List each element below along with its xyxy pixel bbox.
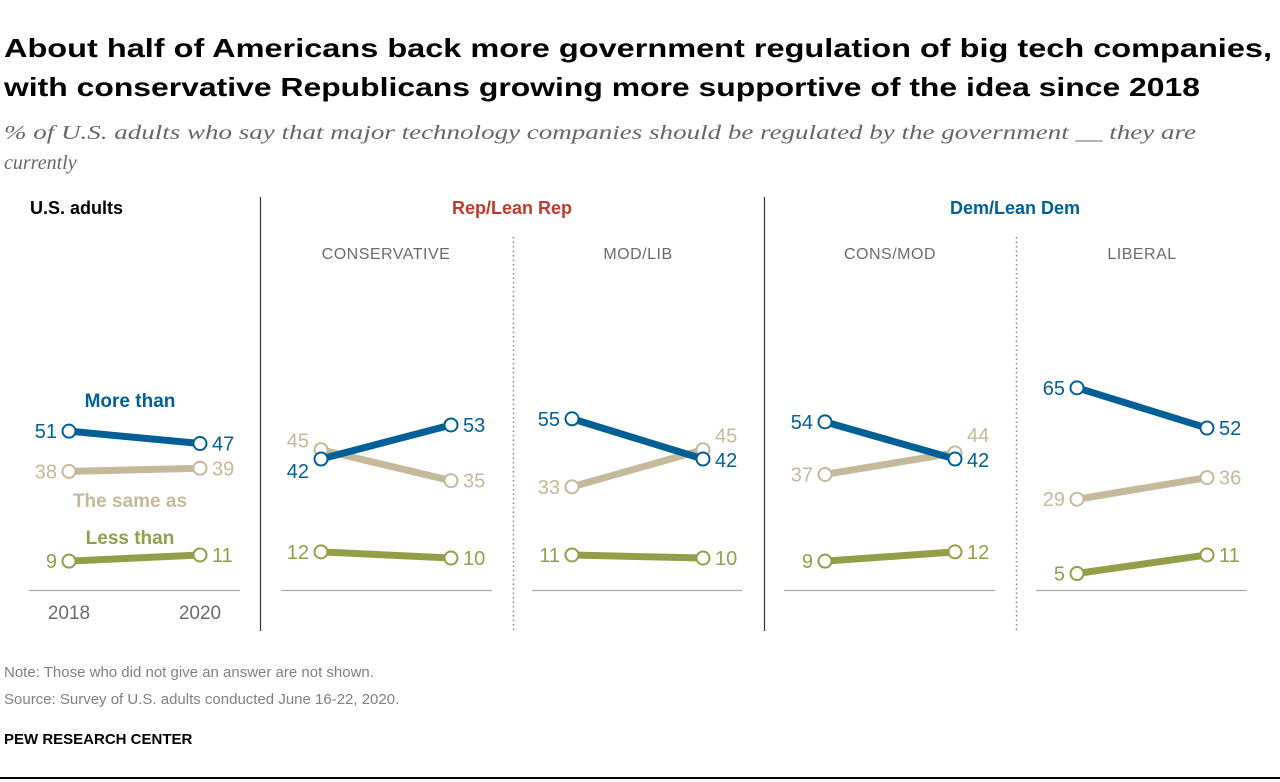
data-point bbox=[1199, 470, 1215, 486]
data-label: 55 bbox=[538, 409, 560, 431]
data-label: 9 bbox=[802, 551, 813, 573]
data-label: 37 bbox=[791, 464, 813, 486]
data-point bbox=[564, 547, 580, 563]
data-label: 36 bbox=[1219, 468, 1241, 490]
data-point bbox=[443, 473, 459, 489]
data-point bbox=[947, 544, 963, 560]
data-label: 44 bbox=[967, 425, 989, 447]
data-label: 52 bbox=[1219, 418, 1241, 440]
subtitle-line-1: % of U.S. adults who say that major tech… bbox=[4, 122, 1196, 144]
data-label: 45 bbox=[715, 426, 737, 448]
panel-label-liberal: LIBERAL bbox=[1107, 246, 1176, 263]
subtitle-line-2: currently bbox=[4, 152, 77, 174]
panel-label-conservative: CONSERVATIVE bbox=[322, 246, 451, 263]
data-point bbox=[1069, 380, 1085, 396]
data-point bbox=[695, 550, 711, 566]
data-label: 45 bbox=[287, 431, 309, 453]
data-point bbox=[947, 451, 963, 467]
data-point bbox=[313, 451, 329, 467]
data-label: 42 bbox=[287, 461, 309, 483]
data-label: 9 bbox=[46, 551, 57, 573]
data-point bbox=[443, 550, 459, 566]
series-line bbox=[1073, 384, 1211, 432]
data-label: 12 bbox=[287, 542, 309, 564]
group-label-rep: Rep/Lean Rep bbox=[452, 198, 572, 218]
data-point bbox=[61, 423, 77, 439]
data-point bbox=[817, 414, 833, 430]
data-point bbox=[1069, 566, 1085, 582]
data-point bbox=[564, 479, 580, 495]
data-point bbox=[192, 436, 208, 452]
data-label: 42 bbox=[967, 450, 989, 472]
data-point bbox=[1199, 420, 1215, 436]
group-label-dem: Dem/Lean Dem bbox=[950, 198, 1080, 218]
data-label: 65 bbox=[1043, 378, 1065, 400]
series-label-same-as: The same as bbox=[73, 491, 187, 512]
data-label: 5 bbox=[1054, 564, 1065, 586]
series-label-less-than: Less than bbox=[86, 528, 175, 549]
data-label: 53 bbox=[463, 415, 485, 437]
panel-label-cons-mod: CONS/MOD bbox=[844, 246, 936, 263]
data-point bbox=[313, 544, 329, 560]
x-tick-2020: 2020 bbox=[179, 603, 221, 624]
group-label-us-adults: U.S. adults bbox=[30, 198, 123, 218]
data-point bbox=[61, 463, 77, 479]
series-line bbox=[568, 415, 707, 463]
source: Source: Survey of U.S. adults conducted … bbox=[4, 691, 399, 708]
data-point bbox=[1069, 491, 1085, 507]
data-label: 11 bbox=[539, 545, 560, 567]
series-line bbox=[821, 548, 959, 565]
series-line bbox=[1073, 474, 1211, 503]
data-point bbox=[192, 547, 208, 563]
data-point bbox=[695, 451, 711, 467]
series-line bbox=[65, 464, 204, 475]
x-tick-2018: 2018 bbox=[48, 603, 90, 624]
data-point bbox=[1199, 547, 1215, 563]
data-label: 11 bbox=[1219, 545, 1240, 567]
chart-title-line-1: About half of Americans back more govern… bbox=[4, 33, 1272, 63]
data-label: 51 bbox=[35, 421, 57, 443]
chart-title-line-2: with conservative Republicans growing mo… bbox=[3, 72, 1200, 102]
note: Note: Those who did not give an answer a… bbox=[4, 664, 374, 681]
data-point bbox=[817, 466, 833, 482]
series-line bbox=[317, 421, 455, 463]
data-label: 38 bbox=[35, 461, 57, 483]
series-label-more-than: More than bbox=[85, 391, 176, 412]
brand-logo: PEW RESEARCH CENTER bbox=[4, 731, 193, 748]
series-line bbox=[65, 551, 204, 565]
data-label: 42 bbox=[715, 450, 737, 472]
data-label: 29 bbox=[1043, 489, 1065, 511]
data-label: 10 bbox=[463, 548, 485, 570]
data-point bbox=[192, 460, 208, 476]
data-label: 11 bbox=[212, 545, 233, 567]
data-label: 10 bbox=[715, 548, 737, 570]
data-label: 47 bbox=[212, 434, 234, 456]
series-line bbox=[568, 551, 707, 562]
series-line bbox=[1073, 551, 1211, 578]
data-point bbox=[443, 417, 459, 433]
data-label: 12 bbox=[967, 542, 989, 564]
series-line bbox=[821, 418, 959, 463]
data-point bbox=[564, 411, 580, 427]
data-point bbox=[817, 553, 833, 569]
series-line bbox=[65, 427, 204, 448]
data-point bbox=[61, 553, 77, 569]
panel-label-mod-lib: MOD/LIB bbox=[603, 246, 672, 263]
data-label: 39 bbox=[212, 458, 234, 480]
data-label: 33 bbox=[538, 477, 560, 499]
series-line bbox=[317, 548, 455, 562]
data-label: 54 bbox=[791, 412, 813, 434]
data-label: 35 bbox=[463, 471, 485, 493]
